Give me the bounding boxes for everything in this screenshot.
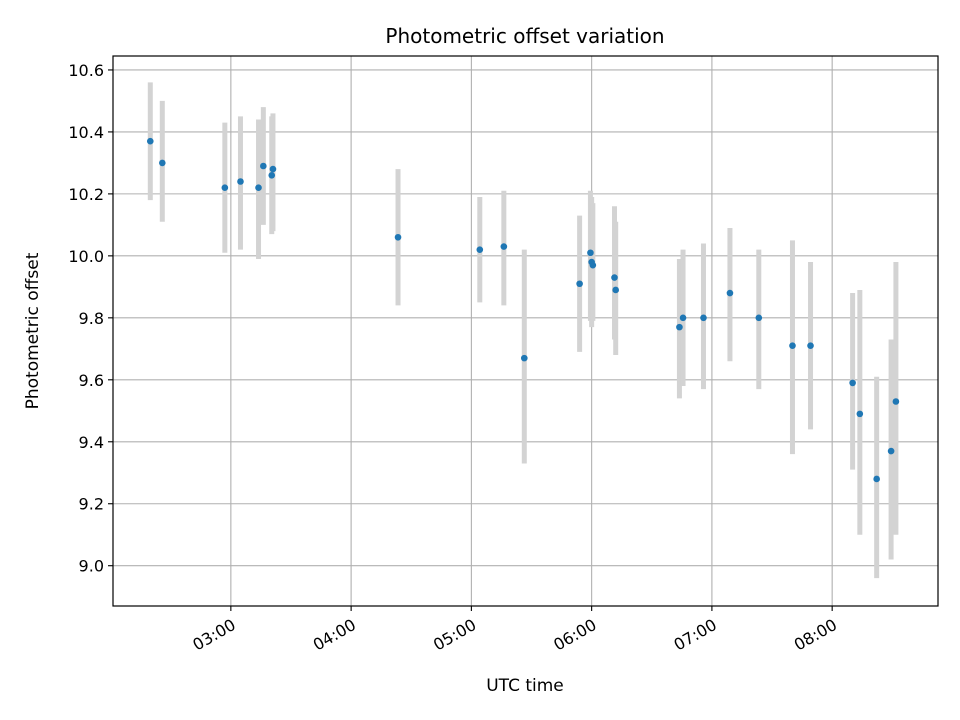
data-point bbox=[394, 233, 402, 241]
x-tick-label: 04:00 bbox=[310, 615, 359, 655]
data-point bbox=[873, 475, 880, 483]
data-point bbox=[587, 249, 594, 257]
data-point bbox=[237, 178, 244, 185]
data-point bbox=[755, 314, 763, 322]
x-tick-label: 08:00 bbox=[791, 615, 840, 655]
data-point bbox=[500, 243, 508, 250]
data-point bbox=[856, 410, 864, 418]
axes-frame bbox=[112, 55, 939, 607]
data-points bbox=[146, 137, 900, 483]
chart-title: Photometric offset variation bbox=[385, 24, 664, 48]
data-point bbox=[221, 184, 229, 191]
data-point bbox=[146, 137, 154, 145]
x-axis-ticks: 03:00 04:00 05:00 06:00 07:00 08:00 bbox=[189, 606, 840, 655]
y-axis-ticks: 9.0 9.2 9.4 9.6 9.8 10.0 10.2 10.4 10.6 bbox=[68, 61, 113, 576]
data-point bbox=[611, 274, 618, 281]
y-tick-label: 10.4 bbox=[68, 123, 104, 142]
data-point bbox=[892, 398, 900, 405]
y-tick-label: 9.6 bbox=[79, 371, 104, 390]
y-tick-label: 9.0 bbox=[79, 557, 104, 576]
y-tick-label: 10.6 bbox=[68, 61, 104, 80]
data-point bbox=[520, 354, 528, 362]
y-tick-label: 9.8 bbox=[79, 309, 104, 328]
data-point bbox=[612, 286, 619, 294]
data-point bbox=[476, 246, 484, 253]
x-tick-label: 06:00 bbox=[550, 615, 599, 655]
data-point bbox=[576, 280, 583, 288]
data-point bbox=[726, 289, 734, 297]
data-point bbox=[700, 314, 707, 322]
data-point bbox=[159, 159, 166, 167]
y-tick-label: 9.2 bbox=[79, 495, 104, 514]
data-point bbox=[789, 342, 796, 350]
y-tick-label: 10.2 bbox=[68, 185, 104, 204]
data-point bbox=[807, 342, 814, 350]
data-point bbox=[887, 447, 895, 455]
y-axis-label: Photometric offset bbox=[23, 252, 43, 409]
data-point bbox=[260, 162, 267, 170]
data-point bbox=[255, 184, 262, 191]
data-point bbox=[269, 165, 277, 173]
data-point bbox=[589, 261, 597, 269]
grid-lines bbox=[113, 56, 938, 606]
data-point bbox=[679, 314, 687, 322]
data-point bbox=[849, 379, 856, 387]
data-point bbox=[676, 323, 683, 331]
data-point bbox=[268, 171, 276, 179]
x-axis-label: UTC time bbox=[486, 676, 564, 696]
y-tick-label: 9.4 bbox=[79, 433, 104, 452]
y-tick-label: 10.0 bbox=[68, 247, 104, 266]
x-tick-label: 05:00 bbox=[430, 615, 479, 655]
x-tick-label: 07:00 bbox=[670, 615, 719, 655]
x-tick-label: 03:00 bbox=[189, 615, 238, 655]
